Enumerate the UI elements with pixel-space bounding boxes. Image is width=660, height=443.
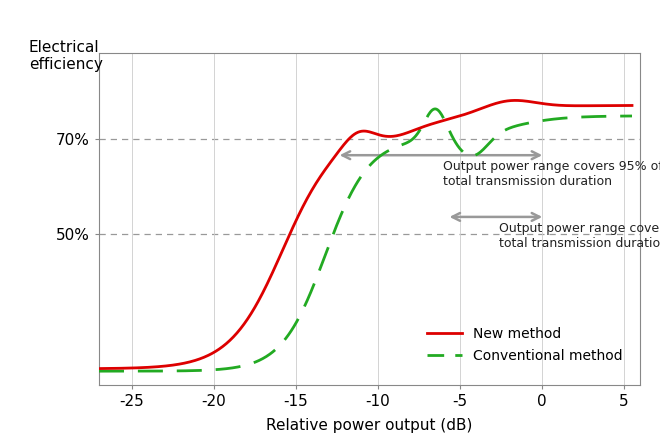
Text: Output power range covers 65% of
total transmission duration: Output power range covers 65% of total t… bbox=[499, 222, 660, 250]
X-axis label: Relative power output (dB): Relative power output (dB) bbox=[267, 418, 473, 433]
Legend: New method, Conventional method: New method, Conventional method bbox=[421, 321, 628, 369]
Text: Electrical
efficiency: Electrical efficiency bbox=[28, 40, 102, 72]
Text: Output power range covers 95% of
total transmission duration: Output power range covers 95% of total t… bbox=[444, 160, 660, 188]
